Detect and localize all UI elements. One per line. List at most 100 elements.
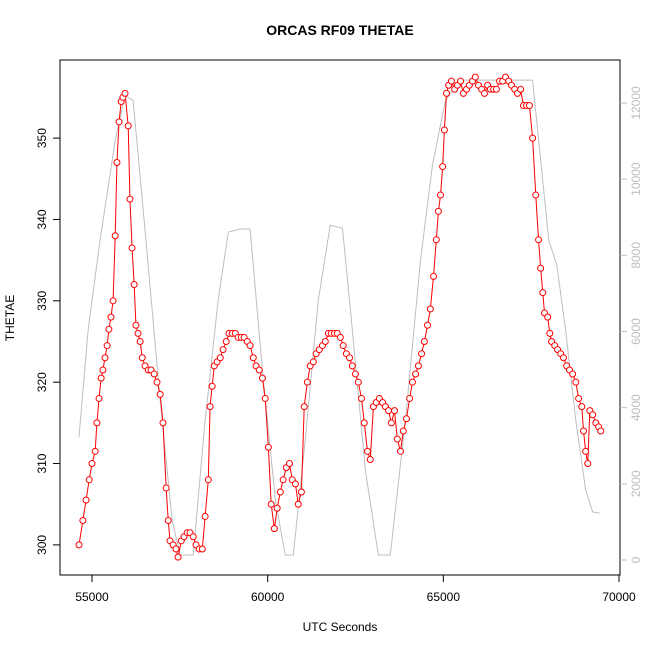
data-point: [85, 476, 93, 484]
data-point: [201, 512, 209, 520]
data-point: [297, 488, 305, 496]
data-point: [363, 447, 371, 455]
data-point: [208, 382, 216, 390]
data-point: [126, 195, 134, 203]
data-point: [339, 342, 347, 350]
data-point: [420, 338, 428, 346]
data-point: [206, 403, 214, 411]
data-point: [115, 118, 123, 126]
data-point: [357, 394, 365, 402]
data-point: [309, 358, 317, 366]
data-point: [121, 89, 129, 97]
data-point: [348, 362, 356, 370]
data-point: [273, 504, 281, 512]
x-tick-label: 70000: [602, 590, 636, 604]
data-point: [107, 313, 115, 321]
data-point: [172, 545, 180, 553]
data-point: [156, 390, 164, 398]
data-point: [402, 415, 410, 423]
data-point: [162, 484, 170, 492]
data-point: [393, 435, 401, 443]
data-point: [396, 447, 404, 455]
data-point: [279, 476, 287, 484]
data-point: [174, 553, 182, 561]
data-point: [101, 354, 109, 362]
data-point: [216, 354, 224, 362]
data-point: [346, 354, 354, 362]
data-point: [535, 236, 543, 244]
y-tick-label: 350: [35, 128, 49, 148]
data-point: [291, 480, 299, 488]
data-point: [426, 305, 434, 313]
data-point: [492, 85, 500, 93]
data-point: [189, 533, 197, 541]
data-point: [138, 354, 146, 362]
data-point: [447, 77, 455, 85]
data-point: [136, 338, 144, 346]
data-point: [471, 73, 479, 81]
data-point: [517, 85, 525, 93]
data-point: [569, 370, 577, 378]
data-point: [204, 476, 212, 484]
data-point: [91, 447, 99, 455]
y2-tick-label: 2000: [629, 470, 643, 497]
data-point: [93, 419, 101, 427]
y2-tick-label: 10000: [629, 162, 643, 196]
y2-tick-label: 6000: [629, 318, 643, 345]
data-point: [443, 89, 451, 97]
data-point: [198, 545, 206, 553]
data-point: [391, 407, 399, 415]
data-point: [584, 460, 592, 468]
data-point: [414, 362, 422, 370]
data-point: [560, 354, 568, 362]
plot-box: [59, 59, 621, 576]
x-tick-label: 55000: [75, 590, 109, 604]
y2-tick-label: 12000: [629, 86, 643, 120]
data-point: [99, 366, 107, 374]
data-point: [128, 244, 136, 252]
data-point: [546, 329, 554, 337]
data-point: [95, 394, 103, 402]
data-point: [79, 516, 87, 524]
data-point: [75, 541, 83, 549]
x-axis-label: UTC Seconds: [303, 620, 378, 634]
data-point: [432, 236, 440, 244]
y-axis-label: THETAE: [3, 295, 17, 341]
y-tick-label: 300: [35, 535, 49, 555]
data-point: [264, 443, 272, 451]
data-point: [424, 321, 432, 329]
y2-tick-label: 8000: [629, 242, 643, 269]
data-point: [258, 374, 266, 382]
data-point: [276, 488, 284, 496]
x-tick-label: 65000: [427, 590, 461, 604]
data-point: [303, 378, 311, 386]
data-point: [366, 455, 374, 463]
chart-title: ORCAS RF09 THETAE: [266, 22, 414, 38]
data-point: [255, 366, 263, 374]
data-point: [385, 407, 393, 415]
data-point: [109, 297, 117, 305]
data-point: [124, 122, 132, 130]
data-point: [399, 427, 407, 435]
data-point: [529, 134, 537, 142]
data-point: [589, 411, 597, 419]
data-point: [532, 191, 540, 199]
data-point: [113, 159, 121, 167]
data-point: [575, 394, 583, 402]
data-point: [97, 374, 105, 382]
data-point: [430, 272, 438, 280]
y2-tick-label: 4000: [629, 394, 643, 421]
data-point: [249, 354, 257, 362]
data-point: [285, 460, 293, 468]
data-point: [406, 394, 414, 402]
data-point: [267, 500, 275, 508]
data-point: [105, 325, 113, 333]
data-point: [88, 460, 96, 468]
data-point: [111, 232, 119, 240]
data-point: [294, 500, 302, 508]
data-point: [300, 403, 308, 411]
data-point: [457, 77, 465, 85]
x-tick-label: 60000: [251, 590, 285, 604]
data-point: [352, 370, 360, 378]
